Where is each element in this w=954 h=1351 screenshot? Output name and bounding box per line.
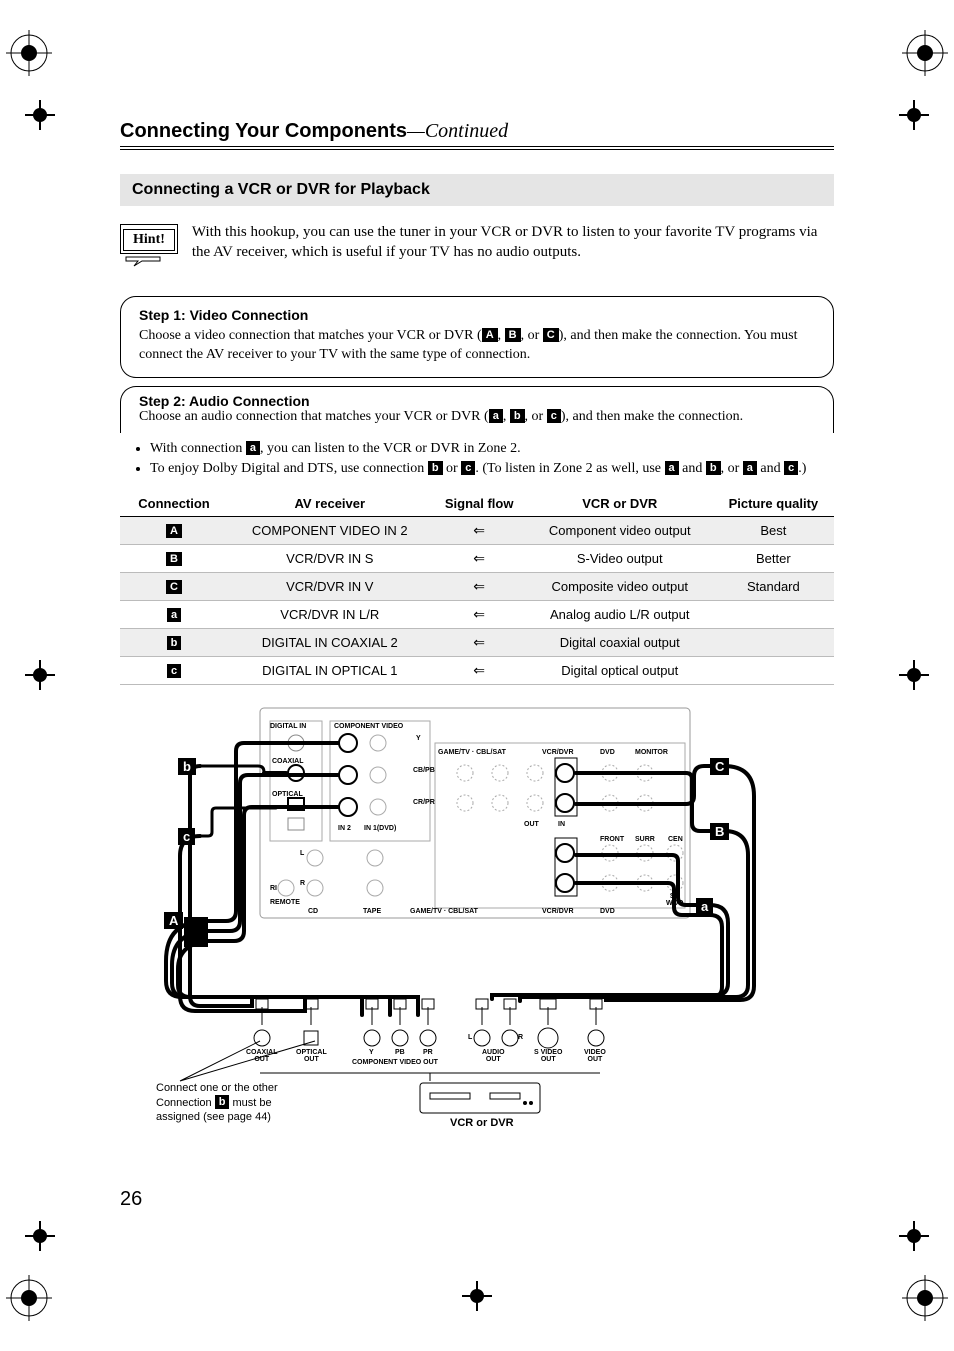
tag-b: b	[510, 409, 525, 423]
diag-tag-c: c	[178, 828, 195, 845]
page-header: Connecting Your Components—Continued	[120, 120, 834, 150]
step1-box: Step 1: Video Connection Choose a video …	[120, 296, 834, 378]
cross-mark-r1	[899, 100, 929, 130]
reg-mark-tl	[6, 30, 52, 76]
step2-body: Choose an audio connection that matches …	[121, 409, 833, 425]
table-row: cDIGITAL IN OPTICAL 1⇐Digital optical ou…	[120, 656, 834, 684]
header-title: Connecting Your Components	[120, 120, 407, 142]
lbl-component-video: COMPONENT VIDEO	[334, 723, 403, 730]
table-row: aVCR/DVR IN L/R⇐Analog audio L/R output	[120, 600, 834, 628]
lbl-optical: OPTICAL	[272, 791, 303, 798]
lbl-dvd2: DVD	[600, 908, 615, 915]
lbl-surr: SURR	[635, 836, 655, 843]
cross-mark-l2	[25, 1221, 55, 1251]
lbl-remote: REMOTE	[270, 899, 300, 906]
note-1: With connection a, you can listen to the…	[150, 441, 834, 457]
diagram-note: Connect one or the other Connection b mu…	[156, 1081, 278, 1125]
lbl-audio-l: L	[468, 1034, 472, 1041]
diag-tag-a: a	[696, 898, 713, 915]
wiring-diagram: b c A C B a DIGITAL IN COMPONENT VIDEO C…	[120, 703, 834, 1133]
lbl-vcrdvr2: VCR/DVR	[542, 908, 574, 915]
table-row: CVCR/DVR IN V⇐Composite video outputStan…	[120, 572, 834, 600]
lbl-in2: IN 2	[338, 825, 351, 832]
device-label: VCR or DVR	[450, 1117, 514, 1129]
diag-tag-B: B	[710, 823, 729, 840]
table-row: ACOMPONENT VIDEO IN 2⇐Component video ou…	[120, 516, 834, 544]
th-quality: Picture quality	[713, 491, 834, 517]
notes-list: With connection a, you can listen to the…	[150, 441, 834, 477]
table-row: BVCR/DVR IN S⇐S-Video outputBetter	[120, 544, 834, 572]
page-number: 26	[120, 1188, 142, 1211]
cross-mark-bc	[462, 1281, 492, 1311]
lbl-comp-out: COMPONENT VIDEO OUT	[352, 1059, 438, 1066]
section-title: Connecting a VCR or DVR for Playback	[120, 174, 834, 206]
lbl-suwoo: SU WOO	[666, 893, 684, 908]
lbl-y: Y	[416, 735, 421, 742]
th-connection: Connection	[120, 491, 228, 517]
lbl-in1: IN 1(DVD)	[364, 825, 396, 832]
lbl-dvd: DVD	[600, 749, 615, 756]
hint-arrow-icon	[120, 255, 166, 267]
lbl-game: GAME/TV · CBL/SAT	[438, 749, 506, 756]
lbl-optical-out: OPTICAL OUT	[296, 1049, 327, 1064]
lbl-ri: RI	[270, 885, 277, 892]
diag-tag-A: A	[164, 912, 183, 929]
hint-text: With this hookup, you can use the tuner …	[192, 222, 834, 263]
lbl-audio-out: AUDIO OUT	[482, 1049, 505, 1064]
header-continued: —Continued	[407, 120, 508, 142]
tag-C: C	[543, 328, 559, 342]
lbl-pb-out: PB	[395, 1049, 405, 1056]
lbl-digital-in: DIGITAL IN	[270, 723, 306, 730]
th-receiver: AV receiver	[228, 491, 432, 517]
step1-body: Choose a video connection that matches y…	[139, 327, 815, 365]
connection-table: Connection AV receiver Signal flow VCR o…	[120, 491, 834, 685]
lbl-cd: CD	[308, 908, 318, 915]
step2-box: Step 2: Audio Connection Choose an audio…	[120, 386, 834, 433]
diag-tag-b: b	[178, 758, 196, 775]
lbl-game2: GAME/TV · CBL/SAT	[410, 908, 478, 915]
tag-c: c	[547, 409, 561, 423]
lbl-y-out: Y	[369, 1049, 374, 1056]
diag-tag-C: C	[710, 758, 729, 775]
step1-title: Step 1: Video Connection	[139, 307, 815, 323]
tag-B: B	[505, 328, 521, 342]
table-row: bDIGITAL IN COAXIAL 2⇐Digital coaxial ou…	[120, 628, 834, 656]
lbl-cbpb: CB/PB	[413, 767, 435, 774]
lbl-crpr: CR/PR	[413, 799, 435, 806]
hint-label: Hint!	[123, 229, 175, 251]
lbl-cen: CEN	[668, 836, 683, 843]
cross-mark-l1	[25, 100, 55, 130]
lbl-pr-out: PR	[423, 1049, 433, 1056]
lbl-r1: R	[300, 880, 305, 887]
lbl-out-1: OUT	[524, 821, 539, 828]
lbl-svideo-out: S VIDEO OUT	[534, 1049, 562, 1064]
cross-mark-rmid	[899, 660, 929, 690]
lbl-tape: TAPE	[363, 908, 381, 915]
note-2: To enjoy Dolby Digital and DTS, use conn…	[150, 461, 834, 477]
lbl-video-out: VIDEO OUT	[584, 1049, 606, 1064]
tag-A: A	[482, 328, 498, 342]
reg-mark-bl	[6, 1275, 52, 1321]
lbl-front: FRONT	[600, 836, 624, 843]
lbl-in-1: IN	[558, 821, 565, 828]
lbl-coax-out: COAXIAL OUT	[246, 1049, 278, 1064]
lbl-coaxial: COAXIAL	[272, 758, 304, 765]
lbl-audio-r: R	[518, 1034, 523, 1041]
lbl-monitor: MONITOR	[635, 749, 668, 756]
step2-title: Step 2: Audio Connection	[121, 393, 833, 409]
lbl-l1: L	[300, 850, 304, 857]
reg-mark-br	[902, 1275, 948, 1321]
lbl-vcrdvr: VCR/DVR	[542, 749, 574, 756]
cross-mark-lmid	[25, 660, 55, 690]
th-source: VCR or DVR	[527, 491, 713, 517]
reg-mark-tr	[902, 30, 948, 76]
cross-mark-r2	[899, 1221, 929, 1251]
tag-a: a	[489, 409, 503, 423]
th-flow: Signal flow	[432, 491, 527, 517]
hint-icon: Hint!	[120, 222, 178, 272]
